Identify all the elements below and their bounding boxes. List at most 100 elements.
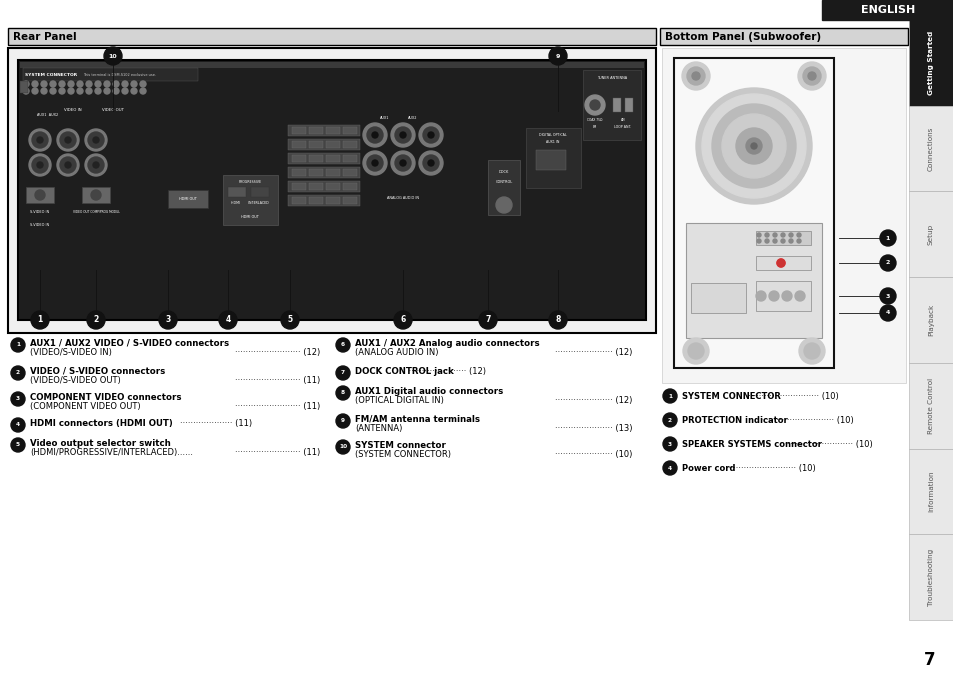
Circle shape	[23, 81, 29, 87]
Text: FM/AM antenna terminals: FM/AM antenna terminals	[355, 415, 479, 424]
Text: ···························· (10): ···························· (10)	[776, 440, 872, 449]
Circle shape	[57, 129, 79, 151]
Bar	[309, 183, 323, 190]
Circle shape	[781, 291, 791, 301]
Text: 1: 1	[37, 315, 43, 325]
Bar	[343, 183, 356, 190]
Text: ························· (11): ························· (11)	[234, 402, 320, 411]
Circle shape	[395, 155, 411, 171]
Text: Setup: Setup	[927, 223, 933, 245]
Text: 7: 7	[340, 371, 345, 375]
Circle shape	[29, 129, 51, 151]
Circle shape	[418, 151, 442, 175]
Circle shape	[799, 338, 824, 364]
Text: (COMPONENT VIDEO OUT): (COMPONENT VIDEO OUT)	[30, 402, 140, 411]
Circle shape	[104, 88, 110, 94]
Circle shape	[219, 311, 236, 329]
Text: AUX1 / AUX2 Analog audio connectors: AUX1 / AUX2 Analog audio connectors	[355, 339, 539, 348]
Text: Remote Control: Remote Control	[927, 377, 933, 434]
Bar	[908, 192, 952, 277]
Text: 9: 9	[556, 53, 559, 59]
Circle shape	[796, 233, 801, 237]
Bar	[326, 155, 339, 162]
Text: AUX1 Digital audio connectors: AUX1 Digital audio connectors	[355, 387, 503, 396]
Text: VIDEO OUT: VIDEO OUT	[102, 108, 124, 112]
Text: 2: 2	[885, 261, 889, 265]
Circle shape	[755, 291, 765, 301]
Bar	[309, 197, 323, 204]
Text: Troubleshooting: Troubleshooting	[927, 549, 933, 605]
Circle shape	[112, 81, 119, 87]
Circle shape	[757, 239, 760, 243]
Text: 1: 1	[885, 236, 889, 240]
Bar	[26, 187, 54, 203]
Circle shape	[764, 239, 768, 243]
Circle shape	[41, 81, 47, 87]
Circle shape	[662, 389, 677, 403]
Text: 7: 7	[485, 315, 490, 325]
Text: ······················ (12): ······················ (12)	[406, 367, 486, 376]
Text: SYSTEM CONNECTOR: SYSTEM CONNECTOR	[25, 72, 77, 76]
Circle shape	[86, 88, 91, 94]
Circle shape	[687, 343, 703, 359]
Circle shape	[796, 239, 801, 243]
Circle shape	[711, 104, 795, 188]
Circle shape	[776, 259, 784, 267]
Circle shape	[335, 338, 350, 352]
Text: 1: 1	[667, 394, 671, 398]
Bar	[288, 167, 359, 178]
Circle shape	[29, 154, 51, 176]
Bar	[18, 60, 645, 320]
Bar	[908, 20, 952, 106]
Circle shape	[30, 311, 49, 329]
Circle shape	[35, 190, 45, 200]
Circle shape	[772, 239, 776, 243]
Circle shape	[662, 437, 677, 451]
Text: 1: 1	[16, 342, 20, 348]
Text: VIDEO / S-VIDEO connectors: VIDEO / S-VIDEO connectors	[30, 367, 165, 376]
Text: Information: Information	[927, 470, 933, 512]
Text: COAX 75Ω: COAX 75Ω	[587, 118, 602, 122]
Circle shape	[764, 233, 768, 237]
Circle shape	[696, 88, 811, 204]
Circle shape	[394, 311, 412, 329]
Circle shape	[11, 392, 25, 406]
Circle shape	[77, 88, 83, 94]
Text: PROGRESSIVE: PROGRESSIVE	[238, 180, 261, 184]
Circle shape	[23, 88, 29, 94]
Circle shape	[367, 127, 382, 143]
Text: 4: 4	[16, 423, 20, 427]
Bar	[613, 98, 620, 112]
Circle shape	[140, 81, 146, 87]
Text: Video output selector switch: Video output selector switch	[30, 439, 171, 448]
Bar	[309, 127, 323, 134]
Bar	[326, 183, 339, 190]
Text: LOOP ANT.: LOOP ANT.	[614, 125, 631, 129]
Bar	[821, 0, 953, 20]
Text: 10: 10	[338, 445, 347, 450]
Text: Playback: Playback	[927, 304, 933, 336]
Bar	[326, 169, 339, 176]
Circle shape	[88, 132, 104, 148]
Text: HDMI OUT: HDMI OUT	[241, 215, 258, 219]
Text: 4: 4	[885, 310, 889, 315]
Circle shape	[662, 413, 677, 427]
Circle shape	[802, 67, 821, 85]
Circle shape	[662, 461, 677, 475]
Text: ANALOG AUDIO IN: ANALOG AUDIO IN	[387, 196, 418, 200]
Circle shape	[879, 255, 895, 271]
Circle shape	[772, 233, 776, 237]
Circle shape	[87, 311, 105, 329]
Circle shape	[879, 230, 895, 246]
Circle shape	[701, 94, 805, 198]
Bar	[755, 281, 810, 311]
Circle shape	[11, 366, 25, 380]
Bar	[326, 141, 339, 148]
Circle shape	[794, 291, 804, 301]
Bar	[292, 127, 306, 134]
Circle shape	[372, 160, 377, 166]
Text: ···················· (11): ···················· (11)	[180, 419, 252, 428]
Bar	[525, 128, 580, 188]
Circle shape	[750, 143, 757, 149]
Text: 8: 8	[555, 315, 560, 325]
